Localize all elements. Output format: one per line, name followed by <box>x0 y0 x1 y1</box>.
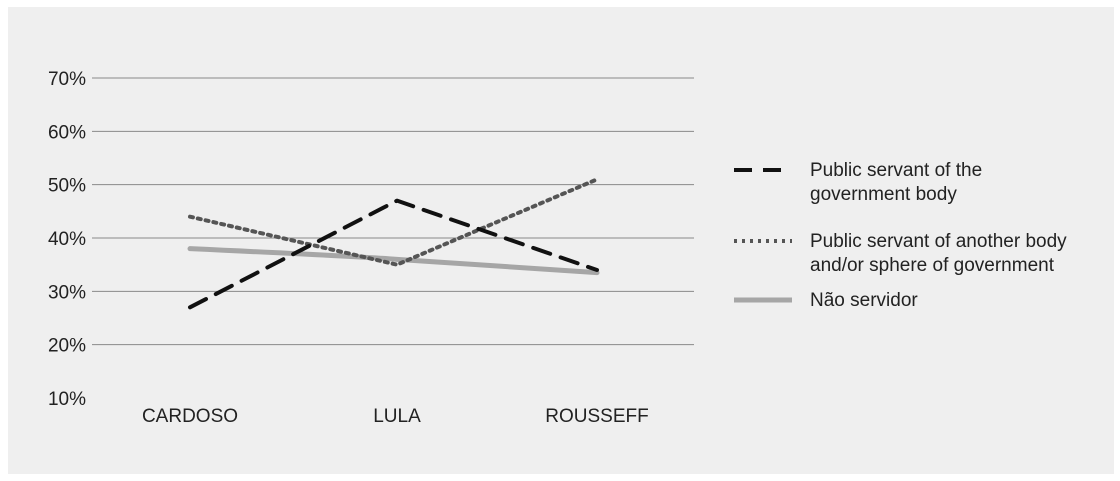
legend-item: Public servant of the government body <box>734 160 982 205</box>
legend-label: Public servant of another body <box>810 231 1067 252</box>
x-tick-label: CARDOSO <box>142 406 238 427</box>
y-tick-label: 40% <box>48 229 86 250</box>
y-tick-label: 70% <box>48 69 86 90</box>
legend-label: Não servidor <box>810 290 918 311</box>
legend-label: government body <box>810 184 957 205</box>
series-line-solid <box>187 246 600 276</box>
legend-item: Não servidor <box>734 290 918 311</box>
y-tick-label: 50% <box>48 176 86 197</box>
y-tick-label: 60% <box>48 122 86 143</box>
y-axis-ticks: 70% 60% 50% 40% 30% 20% 10% <box>48 69 86 410</box>
y-tick-label: 30% <box>48 282 86 303</box>
x-axis-ticks: CARDOSO LULA ROUSSEFF <box>142 406 649 427</box>
chart-panel <box>8 7 1114 474</box>
series-line-dotted <box>188 177 599 267</box>
legend-item: Public servant of another body and/or sph… <box>734 231 1067 276</box>
x-tick-label: LULA <box>373 406 421 427</box>
legend-label: and/or sphere of government <box>810 255 1055 276</box>
series-line-dashed <box>188 198 599 310</box>
x-tick-label: ROUSSEFF <box>545 406 648 427</box>
y-tick-label: 20% <box>48 336 86 357</box>
series-lines <box>187 177 600 310</box>
y-tick-label: 10% <box>48 389 86 410</box>
legend-label: Public servant of the <box>810 160 982 181</box>
grid-lines <box>92 77 694 346</box>
